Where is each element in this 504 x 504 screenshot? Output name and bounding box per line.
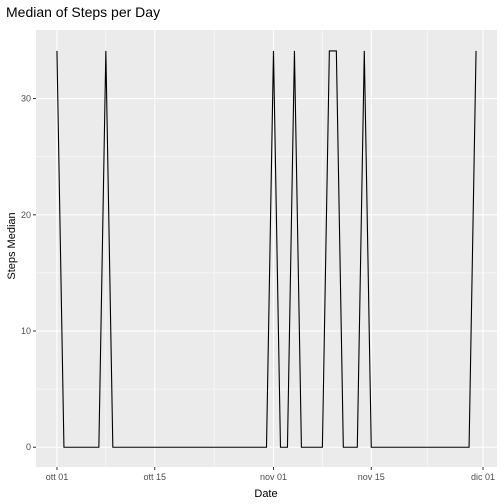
y-axis-title: Steps Median — [6, 212, 18, 279]
y-tick-label: 0 — [26, 442, 31, 452]
y-tick-label: 30 — [21, 94, 31, 104]
x-tick-label: dic 01 — [471, 472, 495, 482]
x-tick-label: ott 15 — [143, 472, 166, 482]
x-axis: ott 01 ott 15 nov 01 nov 15 dic 01 — [46, 467, 495, 482]
x-tick-label: nov 01 — [260, 472, 287, 482]
y-axis: 0 10 20 30 — [21, 94, 36, 453]
y-tick-label: 20 — [21, 210, 31, 220]
x-tick-label: nov 15 — [358, 472, 385, 482]
x-tick-label: ott 01 — [46, 472, 69, 482]
y-tick-label: 10 — [21, 326, 31, 336]
chart-title: Median of Steps per Day — [6, 4, 160, 20]
x-axis-title: Date — [254, 488, 277, 500]
